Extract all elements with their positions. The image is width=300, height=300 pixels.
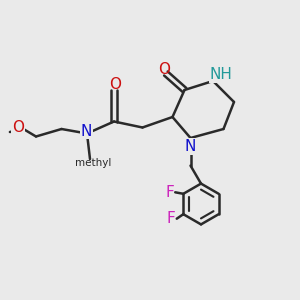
Text: F: F bbox=[167, 211, 176, 226]
Text: N: N bbox=[184, 139, 196, 154]
Text: O: O bbox=[12, 120, 24, 135]
Text: O: O bbox=[110, 77, 122, 92]
Text: O: O bbox=[158, 62, 170, 77]
Text: NH: NH bbox=[210, 67, 233, 82]
Text: F: F bbox=[166, 185, 174, 200]
Text: N: N bbox=[81, 124, 92, 139]
Text: methyl: methyl bbox=[75, 158, 111, 169]
